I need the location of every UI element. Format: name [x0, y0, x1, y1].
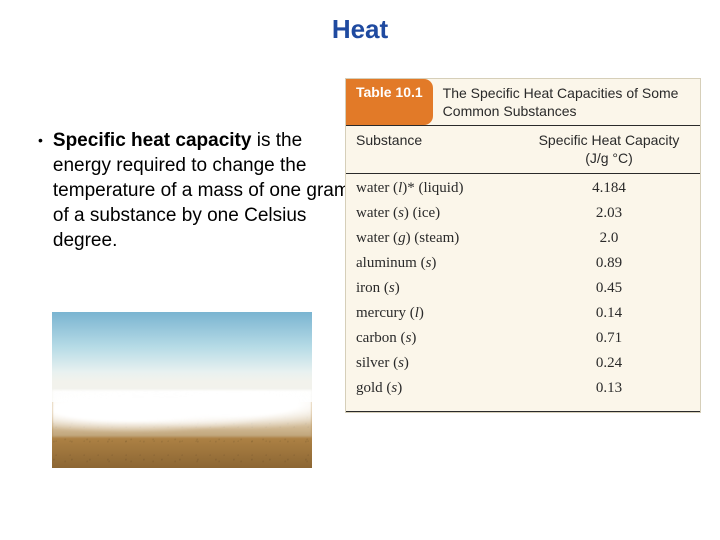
- table-cell-value: 0.13: [528, 380, 690, 397]
- table-header-capacity: Specific Heat Capacity (J/g °C): [528, 132, 690, 167]
- table-row: water (s) (ice)2.03: [346, 201, 700, 226]
- page-title: Heat: [0, 0, 720, 45]
- substance-suffix: ) (steam): [406, 230, 460, 246]
- table-row: water (g) (steam)2.0: [346, 226, 700, 251]
- table-cell-substance: aluminum (s): [356, 255, 528, 272]
- bullet-marker: •: [38, 128, 43, 152]
- substance-suffix: ): [431, 255, 436, 271]
- table-cell-substance: mercury (l): [356, 305, 528, 322]
- table-cell-substance: water (g) (steam): [356, 230, 528, 247]
- table-row: iron (s)0.45: [346, 276, 700, 301]
- substance-prefix: carbon (: [356, 330, 406, 346]
- substance-prefix: gold (: [356, 380, 391, 396]
- table-cell-value: 4.184: [528, 180, 690, 197]
- table-row: carbon (s)0.71: [346, 326, 700, 351]
- substance-prefix: silver (: [356, 355, 398, 371]
- table-header: Substance Specific Heat Capacity (J/g °C…: [346, 125, 700, 174]
- substance-prefix: water (: [356, 180, 398, 196]
- beach-image: [52, 312, 312, 468]
- substance-suffix: ) (ice): [404, 205, 440, 221]
- table-row: silver (s)0.24: [346, 351, 700, 376]
- table-cell-substance: iron (s): [356, 280, 528, 297]
- table-header-substance: Substance: [356, 132, 528, 167]
- bullet-block: • Specific heat capacity is the energy r…: [38, 128, 358, 253]
- table-header-cap-line2: (J/g °C): [585, 150, 633, 166]
- substance-state: g: [398, 230, 406, 246]
- substance-suffix: ): [411, 330, 416, 346]
- table-cell-value: 0.45: [528, 280, 690, 297]
- table-cell-substance: silver (s): [356, 355, 528, 372]
- beach-wave: [52, 390, 312, 437]
- table-body: water (l)* (liquid)4.184water (s) (ice)2…: [346, 174, 700, 412]
- table-badge: Table 10.1: [346, 79, 433, 125]
- substance-prefix: mercury (: [356, 305, 415, 321]
- bullet-item: • Specific heat capacity is the energy r…: [38, 128, 358, 253]
- table-header-cap-line1: Specific Heat Capacity: [539, 132, 680, 148]
- table-cell-value: 0.71: [528, 330, 690, 347]
- table-cell-substance: carbon (s): [356, 330, 528, 347]
- substance-prefix: water (: [356, 230, 398, 246]
- bullet-lead: Specific heat capacity: [53, 130, 252, 151]
- table-cell-substance: gold (s): [356, 380, 528, 397]
- substance-suffix: ): [404, 355, 409, 371]
- substance-suffix: ): [397, 380, 402, 396]
- table-row: water (l)* (liquid)4.184: [346, 176, 700, 201]
- table-caption-row: Table 10.1 The Specific Heat Capacities …: [346, 79, 700, 125]
- table-cell-value: 0.24: [528, 355, 690, 372]
- substance-suffix: ): [419, 305, 424, 321]
- table-row: gold (s)0.13: [346, 376, 700, 401]
- substance-prefix: water (: [356, 205, 398, 221]
- substance-prefix: iron (: [356, 280, 389, 296]
- heat-capacity-table: Table 10.1 The Specific Heat Capacities …: [345, 78, 701, 413]
- substance-suffix: ): [395, 280, 400, 296]
- bullet-text: Specific heat capacity is the energy req…: [53, 128, 358, 253]
- table-cell-substance: water (l)* (liquid): [356, 180, 528, 197]
- substance-suffix: )* (liquid): [402, 180, 463, 196]
- table-row: aluminum (s)0.89: [346, 251, 700, 276]
- table-caption-text: The Specific Heat Capacities of Some Com…: [433, 79, 700, 125]
- table-cell-substance: water (s) (ice): [356, 205, 528, 222]
- table-row: mercury (l)0.14: [346, 301, 700, 326]
- table-cell-value: 2.03: [528, 205, 690, 222]
- table-cell-value: 0.14: [528, 305, 690, 322]
- table-cell-value: 0.89: [528, 255, 690, 272]
- table-cell-value: 2.0: [528, 230, 690, 247]
- substance-prefix: aluminum (: [356, 255, 426, 271]
